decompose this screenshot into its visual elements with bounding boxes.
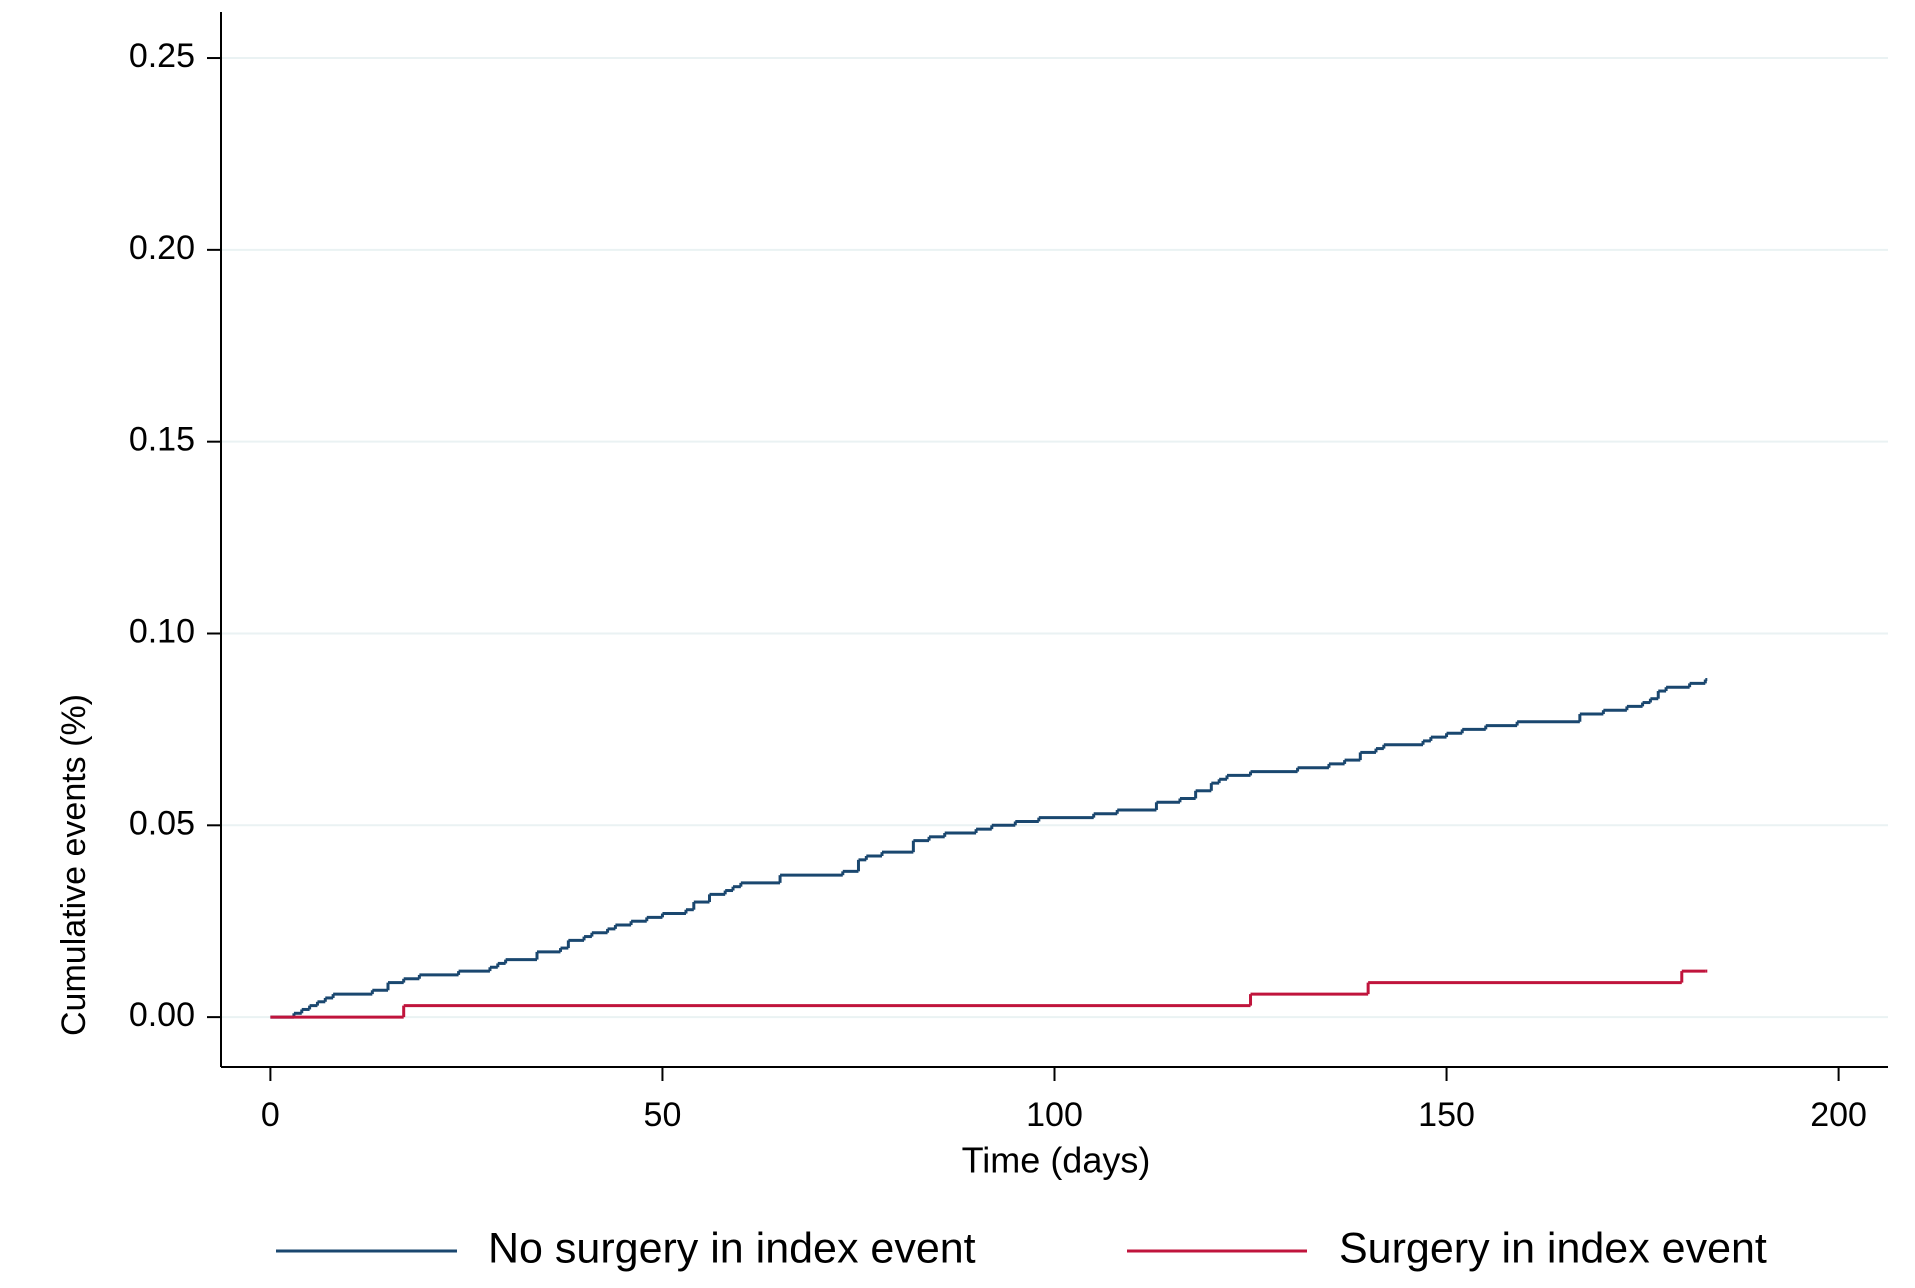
y-tick-label: 0.20 [129, 229, 195, 267]
legend-label: No surgery in index event [488, 1224, 976, 1272]
x-axis-title: Time (days) [962, 1140, 1151, 1181]
legend-label: Surgery in index event [1339, 1224, 1767, 1272]
y-axis-title: Cumulative events (%) [55, 694, 93, 1036]
x-tick-label: 100 [1026, 1096, 1083, 1134]
y-tick-label: 0.25 [129, 37, 195, 75]
y-tick-label: 0.00 [129, 996, 195, 1034]
x-tick-label: 200 [1810, 1096, 1867, 1134]
y-tick-label: 0.05 [129, 804, 195, 842]
y-tick-label: 0.10 [129, 612, 195, 650]
x-tick-label: 50 [644, 1096, 682, 1134]
x-tick-label: 0 [261, 1096, 280, 1134]
x-tick-label: 150 [1418, 1096, 1475, 1134]
y-tick-label: 0.15 [129, 421, 195, 459]
